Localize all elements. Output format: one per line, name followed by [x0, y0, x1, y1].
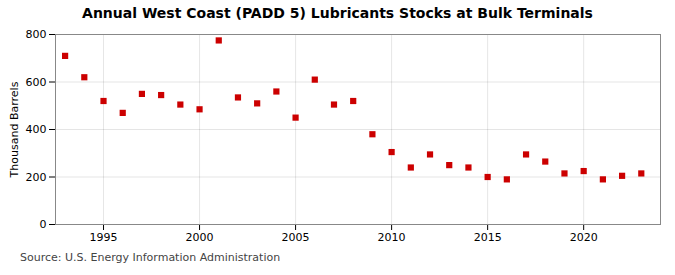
svg-text:2000: 2000 [186, 231, 214, 244]
svg-text:2005: 2005 [282, 231, 310, 244]
svg-text:Thousand Barrels: Thousand Barrels [8, 81, 21, 178]
html-text:Annual West Coast (PADD 5) Lub: Annual West Coast (PADD 5) Lubricants St… [82, 5, 593, 21]
svg-text:2015: 2015 [474, 231, 502, 244]
svg-text:2010: 2010 [378, 231, 406, 244]
svg-text:800: 800 [26, 28, 47, 41]
html-text:Source: U.S. Energy Informatio: Source: U.S. Energy Information Administ… [20, 251, 281, 264]
svg-text:200: 200 [26, 171, 47, 184]
svg-text:1995: 1995 [90, 231, 118, 244]
svg-text:400: 400 [26, 123, 47, 136]
svg-text:2020: 2020 [570, 231, 598, 244]
svg-text:600: 600 [26, 76, 47, 89]
svg-text:0: 0 [40, 218, 47, 231]
